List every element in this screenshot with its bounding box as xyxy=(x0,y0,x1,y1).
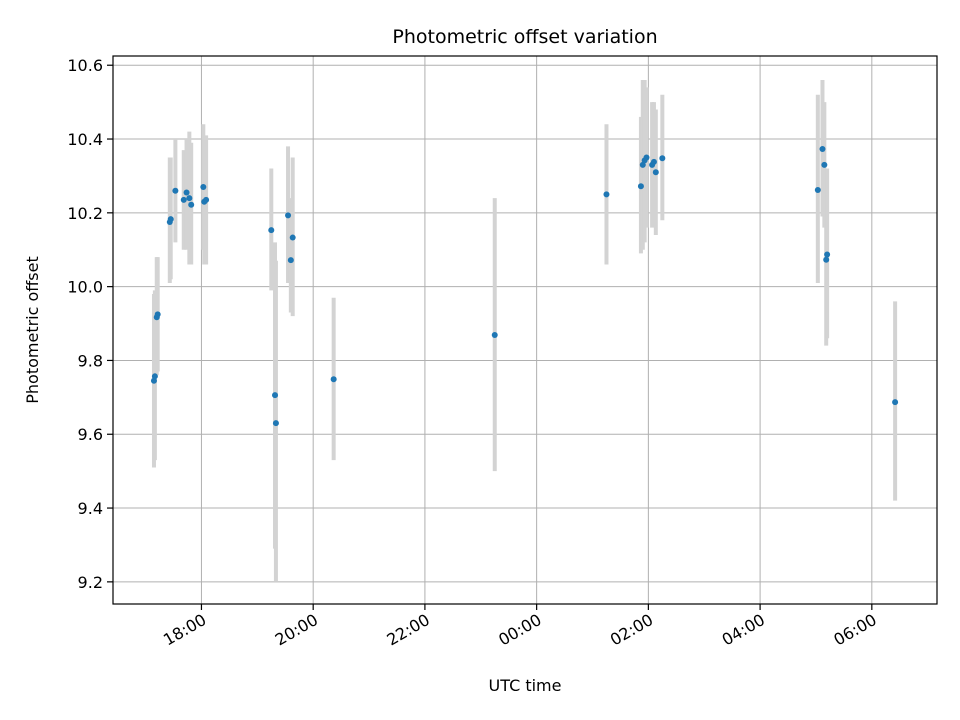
data-point xyxy=(268,227,275,234)
y-tick-label: 10.0 xyxy=(67,278,103,297)
y-tick-label: 10.6 xyxy=(67,56,103,75)
data-point xyxy=(289,234,296,241)
plot-area-frame xyxy=(112,55,938,605)
data-point xyxy=(491,331,498,338)
data-point xyxy=(824,251,831,258)
data-point xyxy=(819,145,826,152)
data-point xyxy=(287,257,294,264)
data-point xyxy=(203,196,210,203)
y-axis-ticks: 9.2 9.4 9.6 9.8 10.0 10.2 10.4 10.6 xyxy=(67,56,113,592)
data-point xyxy=(603,191,610,198)
data-point xyxy=(892,399,899,406)
data-point xyxy=(652,169,659,176)
data-point xyxy=(814,186,821,193)
y-tick-label: 9.8 xyxy=(78,351,103,370)
data-point xyxy=(183,189,190,196)
data-point xyxy=(821,161,828,168)
data-point xyxy=(167,216,174,223)
data-point xyxy=(154,311,161,318)
data-point xyxy=(643,154,650,161)
grid-lines xyxy=(113,56,937,604)
x-axis-label: UTC time xyxy=(489,676,562,695)
y-tick-label: 10.4 xyxy=(67,130,103,149)
data-point xyxy=(823,256,830,263)
y-tick-label: 9.4 xyxy=(78,499,103,518)
y-axis-label: Photometric offset xyxy=(23,256,42,404)
data-point xyxy=(186,195,193,202)
y-tick-label: 10.2 xyxy=(67,204,103,223)
data-point xyxy=(272,392,279,399)
data-point xyxy=(285,212,292,219)
data-point xyxy=(330,376,337,383)
data-point xyxy=(650,158,657,165)
y-tick-label: 9.2 xyxy=(78,573,103,592)
data-point xyxy=(272,420,279,427)
data-point xyxy=(659,155,666,162)
data-point xyxy=(151,373,158,380)
y-tick-label: 9.6 xyxy=(78,425,103,444)
data-points xyxy=(150,145,899,427)
chart-title: Photometric offset variation xyxy=(392,26,657,48)
data-point xyxy=(172,187,179,194)
data-point xyxy=(200,184,207,191)
data-point xyxy=(188,201,195,208)
data-point xyxy=(180,196,187,203)
data-point xyxy=(637,183,644,190)
